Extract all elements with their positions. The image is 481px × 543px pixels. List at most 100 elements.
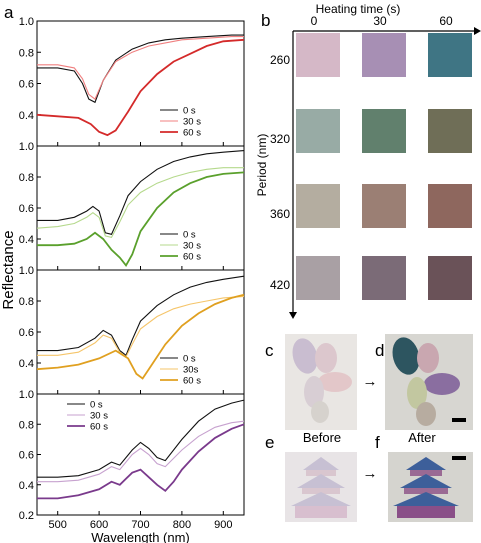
y-tick-label: 0.8 (19, 419, 34, 431)
roof-shape (303, 457, 339, 470)
petal-shape (318, 372, 352, 392)
panel-letter-c: c (265, 341, 274, 360)
legend-label: 60 s (183, 128, 201, 139)
wall-shape (302, 488, 340, 494)
y-tick-label: 0.6 (19, 203, 34, 215)
scale-bar (452, 456, 466, 460)
swatch-r3-c1 (362, 256, 406, 300)
panel-letter-f: f (375, 433, 380, 452)
x-tick-label: 500 (49, 519, 67, 531)
petal-shape (407, 377, 427, 409)
petal-shape (304, 376, 324, 408)
swatch-r0-c1 (362, 33, 406, 77)
petal-shape (416, 402, 436, 426)
legend-label: 0 s (183, 354, 196, 365)
scale-bar (452, 418, 466, 422)
petal-shape (292, 338, 318, 374)
before-label-e: Before (303, 430, 341, 445)
chart-a2: 0.4 0.6 0.8 1.0 0 s30 s60 s (19, 141, 245, 271)
y-tick-label: 0.4 (19, 234, 34, 246)
legend-label: 30 s (183, 241, 201, 252)
swatch-r2-c2 (428, 184, 472, 228)
y-tick-label: 0.6 (19, 450, 34, 462)
y-tick-label: 0.8 (19, 172, 34, 184)
roof-shape (393, 492, 459, 506)
roof-shape (406, 457, 446, 470)
wall-shape (295, 506, 347, 518)
x-tick-label: 600 (90, 519, 108, 531)
y-tick-label: 1.0 (19, 16, 34, 28)
row-axis-label: Period (nm) (255, 134, 269, 197)
wall-shape (306, 470, 336, 476)
y-tick-label: 0.6 (19, 327, 34, 339)
swatches (296, 33, 472, 300)
legend-label: 60 s (90, 422, 108, 433)
color-swatch-grid: Heating time (s) 0 30 60 Period (nm) 260… (255, 2, 481, 319)
series-line-0s (37, 34, 244, 104)
chart-a4: 0.2 0.4 0.6 0.8 1.0 500 600 700 800 900 Wavelength… (19, 389, 245, 543)
swatch-r0-c0 (296, 33, 340, 77)
wall-shape (404, 488, 448, 494)
photo-after-flower (385, 334, 473, 430)
photo-panels: Before After Before After → → (285, 334, 473, 522)
plot-frame (36, 20, 245, 147)
legend-label: 0 s (183, 106, 196, 117)
series-line-60s (37, 171, 245, 268)
reflectance-charts: 0.40.60.81.00 s30 s60 s0.40.60.81.00 s30… (19, 16, 245, 543)
legend-label: 30 s (183, 117, 201, 128)
swatch-r3-c2 (428, 256, 472, 300)
photo-before-flower (285, 334, 357, 430)
x-tick-label: 700 (131, 519, 149, 531)
chart-a1: 0.4 0.6 0.8 1.0 0 s30 s60 s (19, 16, 245, 147)
legend-label: 0 s (183, 230, 196, 241)
legend-label: 30s (183, 365, 199, 376)
legend-label: 0 s (90, 400, 103, 411)
time-axis-arrow-icon (474, 27, 481, 35)
y-tick-label: 0.8 (19, 296, 34, 308)
plot-frame (36, 145, 245, 271)
y-tick-label: 0.2 (19, 510, 34, 522)
y-axis-label: Reflectance (0, 230, 17, 309)
panel-letter-d: d (375, 341, 384, 360)
x-tick-label: 800 (173, 519, 191, 531)
col-label-60: 60 (439, 14, 453, 28)
row-label-320: 320 (270, 132, 290, 146)
y-tick-label: 0.4 (19, 480, 34, 492)
petal-shape (424, 373, 460, 395)
row-label-360: 360 (270, 207, 290, 221)
panel-letter-a: a (4, 3, 14, 22)
panel-letter-e: e (265, 433, 274, 452)
y-tick-label: 1.0 (19, 141, 34, 153)
swatch-r1-c2 (428, 109, 472, 153)
swatch-r1-c0 (296, 109, 340, 153)
swatch-r2-c1 (362, 184, 406, 228)
petal-shape (315, 343, 337, 373)
photo-before-temple (285, 452, 357, 522)
period-axis-arrow-icon (289, 312, 297, 319)
series-line-60s (37, 423, 245, 500)
after-label-f: After (408, 430, 436, 445)
grid-title: Heating time (s) (316, 2, 401, 16)
y-tick-label: 1.0 (19, 265, 34, 277)
roof-shape (291, 492, 351, 506)
petal-shape (417, 343, 439, 373)
plot-frame (36, 269, 245, 395)
photo-after-temple (388, 452, 473, 522)
series-line-0s (37, 399, 245, 478)
y-tick-label: 0.6 (19, 79, 34, 91)
series-line-30s (37, 420, 245, 483)
wall-shape (410, 470, 442, 476)
petal-shape (392, 337, 420, 375)
series-line-30s (36, 167, 244, 239)
col-label-30: 30 (373, 14, 387, 28)
legend-label: 60 s (183, 376, 201, 387)
legend-label: 60 s (183, 252, 201, 263)
y-tick-label: 0.4 (19, 110, 34, 122)
x-axis-label: Wavelength (nm) (91, 530, 190, 543)
wall-shape (397, 506, 455, 518)
swatch-r2-c0 (296, 184, 340, 228)
y-tick-label: 0.8 (19, 47, 34, 59)
y-tick-label: 1.0 (19, 389, 34, 401)
